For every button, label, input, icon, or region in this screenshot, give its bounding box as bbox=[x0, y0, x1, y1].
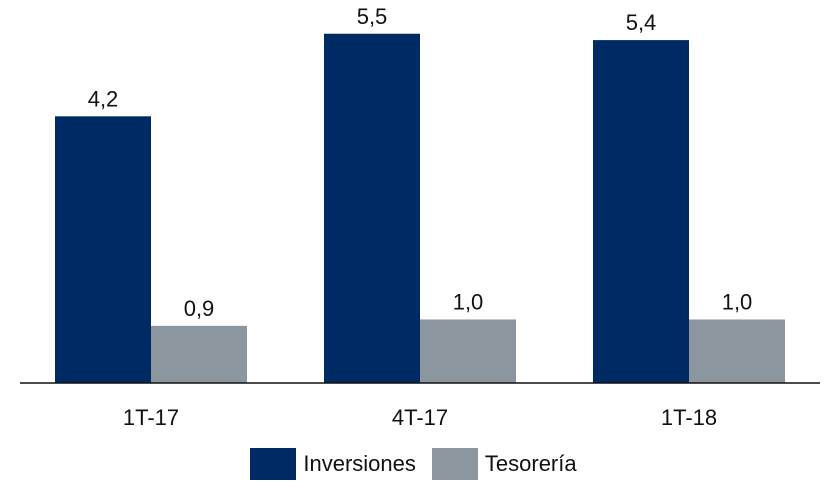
legend-swatch-inversiones bbox=[250, 448, 297, 480]
value-label-inversiones-1t-17: 4,2 bbox=[88, 86, 119, 111]
value-label-inversiones-4t-17: 5,5 bbox=[357, 4, 388, 29]
legend-swatch-tesoreria bbox=[431, 448, 478, 480]
value-label-tesoreria-4t-17: 1,0 bbox=[453, 290, 484, 315]
category-label-1t-17: 1T-17 bbox=[123, 405, 179, 430]
bar-inversiones-1t-17 bbox=[55, 116, 151, 384]
bar-inversiones-1t-18 bbox=[593, 40, 689, 383]
bar-tesoreria-4t-17 bbox=[420, 319, 516, 383]
legend-item-inversiones: Inversiones bbox=[250, 448, 416, 480]
value-labels-layer: 4,2 0,9 5,5 1,0 5,4 1,0 bbox=[88, 4, 753, 321]
category-label-1t-18: 1T-18 bbox=[661, 405, 717, 430]
value-label-tesoreria-1t-17: 0,9 bbox=[184, 296, 215, 321]
legend-label-inversiones: Inversiones bbox=[303, 451, 416, 476]
bar-inversiones-4t-17 bbox=[324, 33, 420, 383]
category-label-4t-17: 4T-17 bbox=[392, 405, 448, 430]
legend-label-tesoreria: Tesorería bbox=[484, 451, 577, 476]
value-label-inversiones-1t-18: 5,4 bbox=[626, 10, 657, 35]
legend-item-tesoreria: Tesorería bbox=[431, 448, 577, 480]
value-label-tesoreria-1t-18: 1,0 bbox=[722, 290, 753, 315]
bar-tesoreria-1t-17 bbox=[151, 325, 247, 383]
category-labels-layer: 1T-17 4T-17 1T-18 bbox=[123, 405, 717, 430]
bar-tesoreria-1t-18 bbox=[689, 319, 785, 383]
legend: Inversiones Tesorería bbox=[0, 446, 827, 482]
bars-layer bbox=[55, 33, 785, 384]
